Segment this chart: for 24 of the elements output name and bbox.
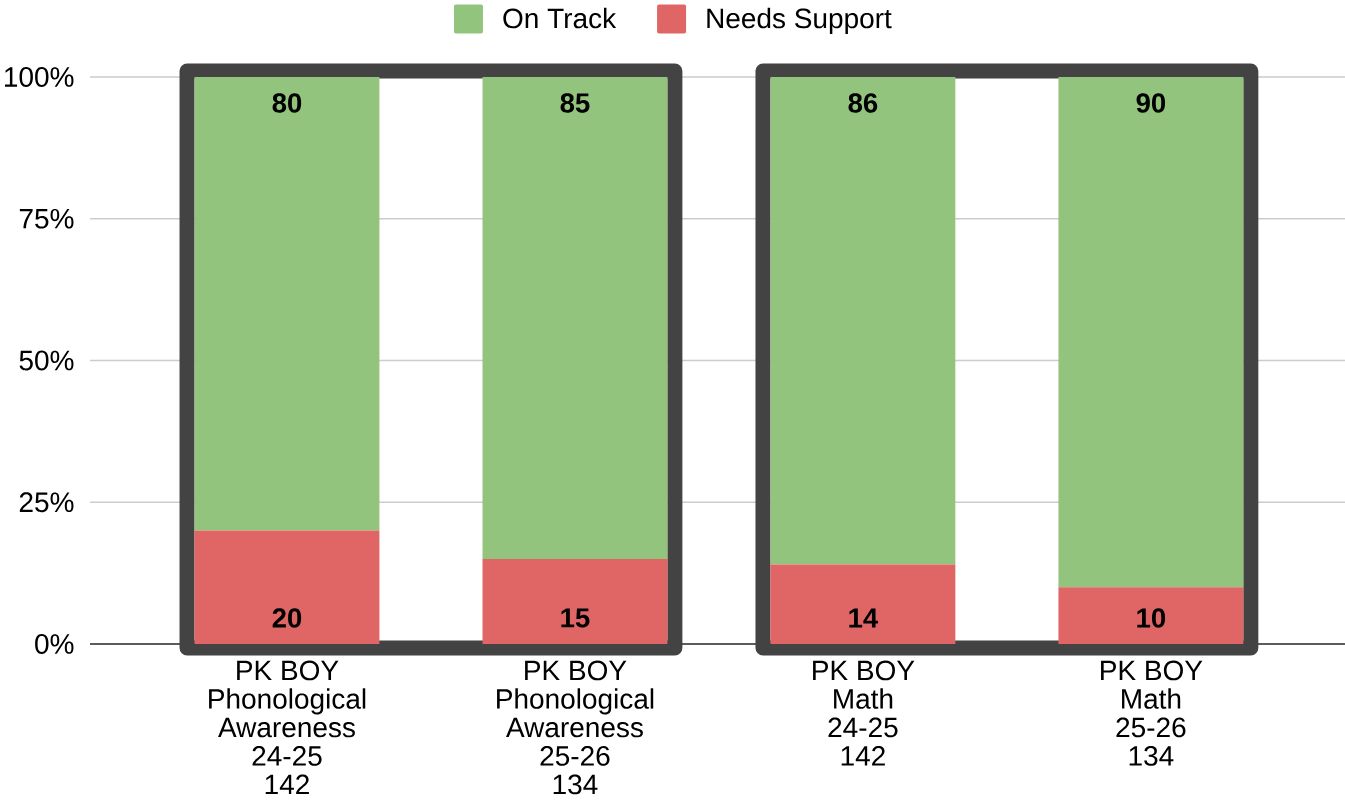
data-label: 85 — [560, 93, 590, 113]
x-tick-label: PK BOY Math 24-25 142 — [813, 660, 915, 766]
bar — [194, 530, 380, 644]
data-label: 90 — [1136, 93, 1166, 113]
y-tick-label: 25% — [19, 492, 74, 513]
data-label: 14 — [849, 608, 879, 628]
y-tick-label: 50% — [19, 350, 74, 371]
bar — [194, 76, 380, 531]
x-tick-label: PK BOY Math 25-26 134 — [1101, 660, 1203, 766]
y-tick-label: 0% — [35, 634, 74, 654]
bar — [770, 564, 956, 644]
data-label: 80 — [272, 93, 302, 113]
data-label: 20 — [272, 608, 302, 628]
legend-label: On Track — [503, 7, 617, 29]
y-tick-label: 100% — [5, 67, 74, 87]
bar — [482, 558, 668, 644]
bar — [1058, 587, 1244, 644]
x-tick-label: PK BOY Phonological Awareness 24-25 142 — [209, 660, 366, 795]
data-label: 10 — [1137, 608, 1166, 628]
legend-label: Needs Support — [707, 7, 892, 34]
data-label: 86 — [848, 93, 878, 113]
x-tick-label: PK BOY Phonological Awareness 25-26 134 — [497, 660, 654, 795]
y-tick-label: 75% — [19, 208, 74, 229]
data-label: 15 — [561, 608, 590, 628]
